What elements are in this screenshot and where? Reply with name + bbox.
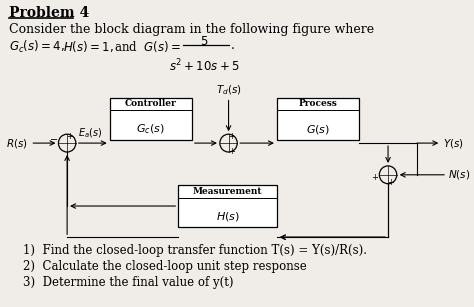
Text: +: +	[371, 173, 378, 182]
Text: Controller: Controller	[125, 99, 177, 108]
FancyBboxPatch shape	[109, 98, 192, 140]
Text: $s^2 + 10s + 5$: $s^2 + 10s + 5$	[169, 58, 240, 75]
Text: +: +	[228, 146, 235, 156]
Text: and  $G(s) =$: and $G(s) =$	[113, 39, 181, 54]
Text: $N(s)$: $N(s)$	[448, 168, 470, 181]
Text: Process: Process	[299, 99, 337, 108]
Text: $H(s)$: $H(s)$	[216, 210, 239, 223]
Text: −: −	[49, 135, 58, 145]
Text: $G(s)$: $G(s)$	[306, 123, 330, 136]
Text: $E_a(s)$: $E_a(s)$	[78, 126, 102, 140]
Text: $Y(s)$: $Y(s)$	[443, 137, 464, 150]
Text: .: .	[230, 39, 234, 52]
Text: $T_d(s)$: $T_d(s)$	[216, 84, 241, 97]
Text: $G_c(s)$: $G_c(s)$	[137, 122, 165, 136]
Text: $5$: $5$	[200, 35, 209, 48]
Text: $R(s)$: $R(s)$	[6, 137, 28, 150]
Text: Problem 4: Problem 4	[9, 6, 90, 20]
FancyBboxPatch shape	[277, 98, 359, 140]
Text: 3)  Determine the final value of y(t): 3) Determine the final value of y(t)	[23, 276, 233, 289]
Text: $H(s) = 1,$: $H(s) = 1,$	[63, 39, 114, 54]
Text: 1)  Find the closed-loop transfer function T(s) = Y(s)/R(s).: 1) Find the closed-loop transfer functio…	[23, 244, 367, 257]
Text: $G_c(s) = 4,$: $G_c(s) = 4,$	[9, 39, 65, 55]
Text: 2)  Calculate the closed-loop unit step response: 2) Calculate the closed-loop unit step r…	[23, 260, 306, 273]
Text: Measurement: Measurement	[193, 187, 262, 196]
Text: +: +	[66, 132, 73, 141]
Text: +: +	[228, 132, 235, 141]
Text: +: +	[388, 178, 394, 187]
FancyBboxPatch shape	[178, 185, 277, 227]
Text: Consider the block diagram in the following figure where: Consider the block diagram in the follow…	[9, 23, 374, 36]
